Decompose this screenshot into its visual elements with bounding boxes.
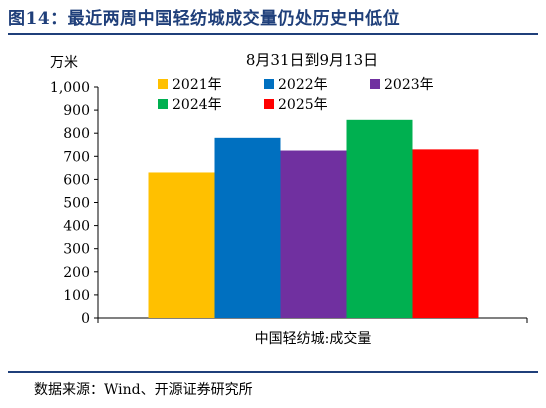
figure-title: 图14：最近两周中国轻纺城成交量仍处历史中低位 xyxy=(8,9,401,29)
legend-label: 2023年 xyxy=(384,77,434,93)
x-axis-category-label: 中国轻纺城:成交量 xyxy=(255,330,372,347)
legend-item: 2021年 xyxy=(158,74,222,94)
bar-2022年 xyxy=(214,137,281,318)
bar-2025年 xyxy=(412,149,479,318)
legend-swatch xyxy=(264,79,274,89)
legend-swatch xyxy=(264,99,274,109)
bars xyxy=(148,119,479,318)
y-tick-label: 600 xyxy=(63,172,90,188)
legend-item: 2022年 xyxy=(264,74,328,94)
y-tick-label: 200 xyxy=(63,265,90,281)
legend-label: 2021年 xyxy=(172,77,222,93)
bar-2023年 xyxy=(280,150,347,318)
y-tick-label: 800 xyxy=(63,126,90,142)
y-axis-unit-label: 万米 xyxy=(50,55,78,71)
legend-swatch xyxy=(158,99,168,109)
legend-label: 2025年 xyxy=(278,97,328,113)
legend-swatch xyxy=(158,79,168,89)
axes: 0 100 200 300 400 500 600 700 800 900 1,000 xyxy=(50,80,528,327)
chart-title: 8月31日到9月13日 xyxy=(246,51,378,69)
y-tick-label: 0 xyxy=(81,311,90,327)
y-tick-label: 100 xyxy=(63,288,90,304)
legend-item: 2023年 xyxy=(370,74,434,94)
y-tick-label: 700 xyxy=(63,149,90,165)
legend-label: 2022年 xyxy=(278,77,328,93)
legend-swatch xyxy=(370,79,380,89)
y-tick-label: 500 xyxy=(63,196,90,212)
bar-2024年 xyxy=(346,119,413,318)
bottom-rule xyxy=(8,371,538,373)
source-note: 数据来源：Wind、开源证券研究所 xyxy=(34,382,253,398)
legend-item: 2025年 xyxy=(264,94,328,114)
y-tick-label: 400 xyxy=(63,219,90,235)
y-tick-label: 900 xyxy=(63,103,90,119)
legend-item: 2024年 xyxy=(158,94,222,114)
title-rule xyxy=(8,33,538,35)
y-tick-label: 300 xyxy=(63,242,90,258)
y-tick-label: 1,000 xyxy=(50,80,90,96)
legend: 2021年 2022年 2023年 2024年 2025年 xyxy=(158,74,448,114)
bar-2021年 xyxy=(148,172,215,318)
legend-label: 2024年 xyxy=(172,97,222,113)
